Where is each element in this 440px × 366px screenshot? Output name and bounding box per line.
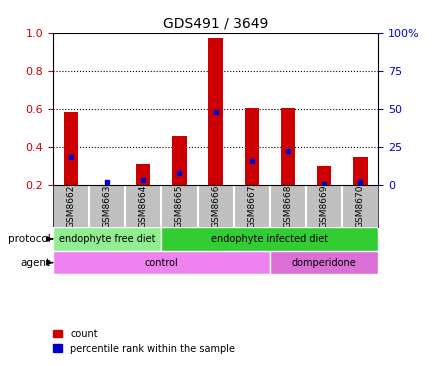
- Text: domperidone: domperidone: [292, 258, 356, 268]
- Text: GSM8663: GSM8663: [103, 184, 112, 228]
- Title: GDS491 / 3649: GDS491 / 3649: [163, 16, 268, 30]
- Text: GSM8668: GSM8668: [283, 184, 293, 228]
- Text: endophyte infected diet: endophyte infected diet: [211, 234, 328, 244]
- Bar: [136, 164, 150, 184]
- Bar: [53, 251, 270, 274]
- Text: GSM8666: GSM8666: [211, 184, 220, 228]
- Bar: [172, 136, 187, 184]
- Text: GSM8667: GSM8667: [247, 184, 256, 228]
- Text: GSM8669: GSM8669: [319, 184, 329, 228]
- Text: protocol: protocol: [8, 234, 51, 244]
- Text: GSM8664: GSM8664: [139, 184, 148, 228]
- Text: agent: agent: [21, 258, 51, 268]
- Text: GSM8670: GSM8670: [356, 184, 365, 228]
- Bar: [270, 251, 378, 274]
- Text: endophyte free diet: endophyte free diet: [59, 234, 155, 244]
- Bar: [317, 165, 331, 184]
- Bar: [245, 108, 259, 184]
- Bar: [209, 38, 223, 184]
- Bar: [64, 112, 78, 184]
- Text: GSM8665: GSM8665: [175, 184, 184, 228]
- Bar: [353, 157, 367, 184]
- Text: GSM8662: GSM8662: [66, 184, 75, 228]
- Bar: [281, 108, 295, 184]
- Text: control: control: [144, 258, 178, 268]
- Bar: [53, 227, 161, 251]
- Bar: [161, 227, 378, 251]
- Legend: count, percentile rank within the sample: count, percentile rank within the sample: [49, 325, 239, 358]
